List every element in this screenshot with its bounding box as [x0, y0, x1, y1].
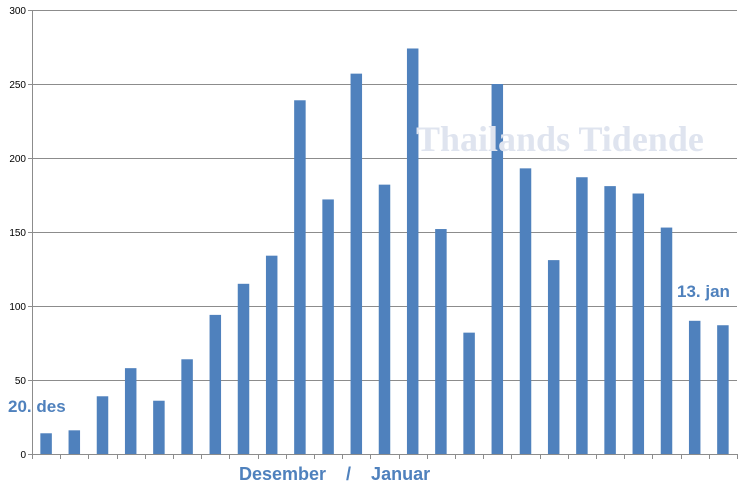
bar: [124, 368, 137, 454]
bar: [181, 359, 193, 454]
bar: [491, 84, 504, 454]
bar: [294, 100, 306, 454]
bar: [632, 193, 645, 454]
y-tick-label: 250: [9, 80, 26, 91]
bar: [688, 320, 701, 454]
y-tick-label: 200: [9, 154, 26, 165]
y-tick-label: 50: [15, 376, 27, 387]
bars: [40, 48, 729, 455]
bar: [519, 168, 532, 455]
y-tick-label: 150: [9, 228, 26, 239]
bar: [406, 48, 419, 454]
bar: [265, 255, 278, 454]
y-axis-ticks: 0 50 100 150 200 250 300: [9, 6, 32, 461]
y-tick-label: 0: [20, 450, 26, 461]
bar: [547, 260, 560, 454]
bar: [660, 227, 673, 454]
bar: [96, 396, 109, 454]
bar: [435, 229, 447, 454]
y-tick-label: 100: [9, 302, 26, 313]
bar: [153, 400, 165, 454]
y-tick-label: 300: [9, 6, 26, 17]
watermark-text: Thailands Tidende: [416, 119, 704, 159]
bar: [576, 177, 588, 455]
bar: [378, 184, 391, 454]
bar: [40, 433, 52, 454]
bar: [322, 199, 334, 454]
bar: [350, 73, 363, 454]
bar: [463, 332, 475, 454]
bar: [209, 314, 222, 454]
bar: [717, 325, 729, 454]
annotation-end-date: 13. jan: [677, 282, 730, 301]
bar: [68, 430, 81, 454]
bar: [604, 186, 616, 454]
bar: [237, 283, 250, 454]
annotation-start-date: 20. des: [8, 397, 66, 416]
axes: [32, 10, 738, 459]
x-axis-label: Desember / Januar: [239, 464, 431, 484]
